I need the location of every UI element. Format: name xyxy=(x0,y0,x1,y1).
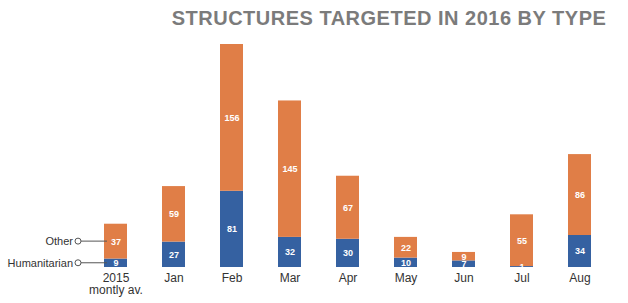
svg-text:59: 59 xyxy=(169,209,179,219)
svg-text:30: 30 xyxy=(343,248,353,258)
svg-text:Jul: Jul xyxy=(514,271,529,285)
svg-text:Mar: Mar xyxy=(280,271,301,285)
svg-text:May: May xyxy=(395,271,418,285)
svg-text:37: 37 xyxy=(111,237,121,247)
svg-text:67: 67 xyxy=(343,203,353,213)
html-text:STRUCTURES TARGETED IN 2016 BY: STRUCTURES TARGETED IN 2016 BY TYPE xyxy=(171,7,607,29)
svg-text:55: 55 xyxy=(517,236,527,246)
svg-text:Jan: Jan xyxy=(164,271,183,285)
svg-text:7: 7 xyxy=(461,259,467,270)
svg-text:Humanitarian: Humanitarian xyxy=(8,257,73,269)
svg-text:9: 9 xyxy=(461,252,466,262)
svg-text:22: 22 xyxy=(401,243,411,253)
svg-text:1: 1 xyxy=(519,262,524,272)
svg-text:9: 9 xyxy=(113,258,118,268)
svg-text:34: 34 xyxy=(575,246,585,256)
svg-text:Apr: Apr xyxy=(339,271,358,285)
svg-text:Jun: Jun xyxy=(454,271,473,285)
svg-text:10: 10 xyxy=(401,258,411,268)
svg-text:145: 145 xyxy=(282,164,297,174)
svg-text:Feb: Feb xyxy=(222,271,243,285)
svg-text:2015montly av.: 2015montly av. xyxy=(89,271,143,297)
svg-text:86: 86 xyxy=(575,190,585,200)
svg-text:Aug: Aug xyxy=(569,271,590,285)
svg-text:81: 81 xyxy=(227,224,237,234)
svg-text:27: 27 xyxy=(169,250,179,260)
svg-text:32: 32 xyxy=(285,247,295,257)
svg-text:156: 156 xyxy=(224,113,239,123)
svg-text:Other: Other xyxy=(45,235,73,247)
